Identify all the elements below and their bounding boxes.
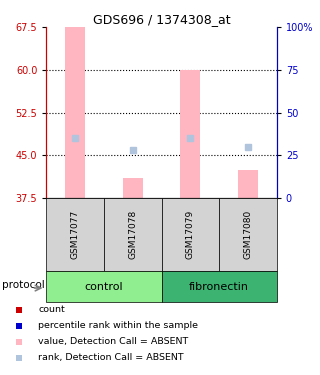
- Bar: [219, 198, 277, 271]
- Text: control: control: [85, 282, 123, 291]
- Bar: [123, 178, 143, 198]
- Text: percentile rank within the sample: percentile rank within the sample: [38, 321, 198, 330]
- Text: fibronectin: fibronectin: [189, 282, 249, 291]
- Title: GDS696 / 1374308_at: GDS696 / 1374308_at: [93, 13, 230, 26]
- Text: GSM17077: GSM17077: [71, 210, 80, 259]
- Text: count: count: [38, 305, 65, 314]
- Text: value, Detection Call = ABSENT: value, Detection Call = ABSENT: [38, 337, 189, 346]
- Bar: [162, 271, 277, 302]
- Bar: [180, 70, 200, 198]
- Point: [73, 135, 78, 141]
- Point: [245, 144, 251, 150]
- Text: GSM17078: GSM17078: [128, 210, 137, 259]
- Point: [17, 355, 22, 361]
- Text: GSM17079: GSM17079: [186, 210, 195, 259]
- Bar: [46, 271, 162, 302]
- Text: protocol: protocol: [2, 280, 45, 290]
- Bar: [238, 170, 258, 198]
- Bar: [104, 198, 162, 271]
- Bar: [162, 198, 219, 271]
- Point: [17, 323, 22, 329]
- Bar: [65, 27, 85, 198]
- Point: [130, 147, 135, 153]
- Text: rank, Detection Call = ABSENT: rank, Detection Call = ABSENT: [38, 353, 184, 362]
- Point: [17, 307, 22, 313]
- Bar: [46, 198, 104, 271]
- Text: GSM17080: GSM17080: [244, 210, 252, 259]
- Point: [17, 339, 22, 345]
- Point: [188, 135, 193, 141]
